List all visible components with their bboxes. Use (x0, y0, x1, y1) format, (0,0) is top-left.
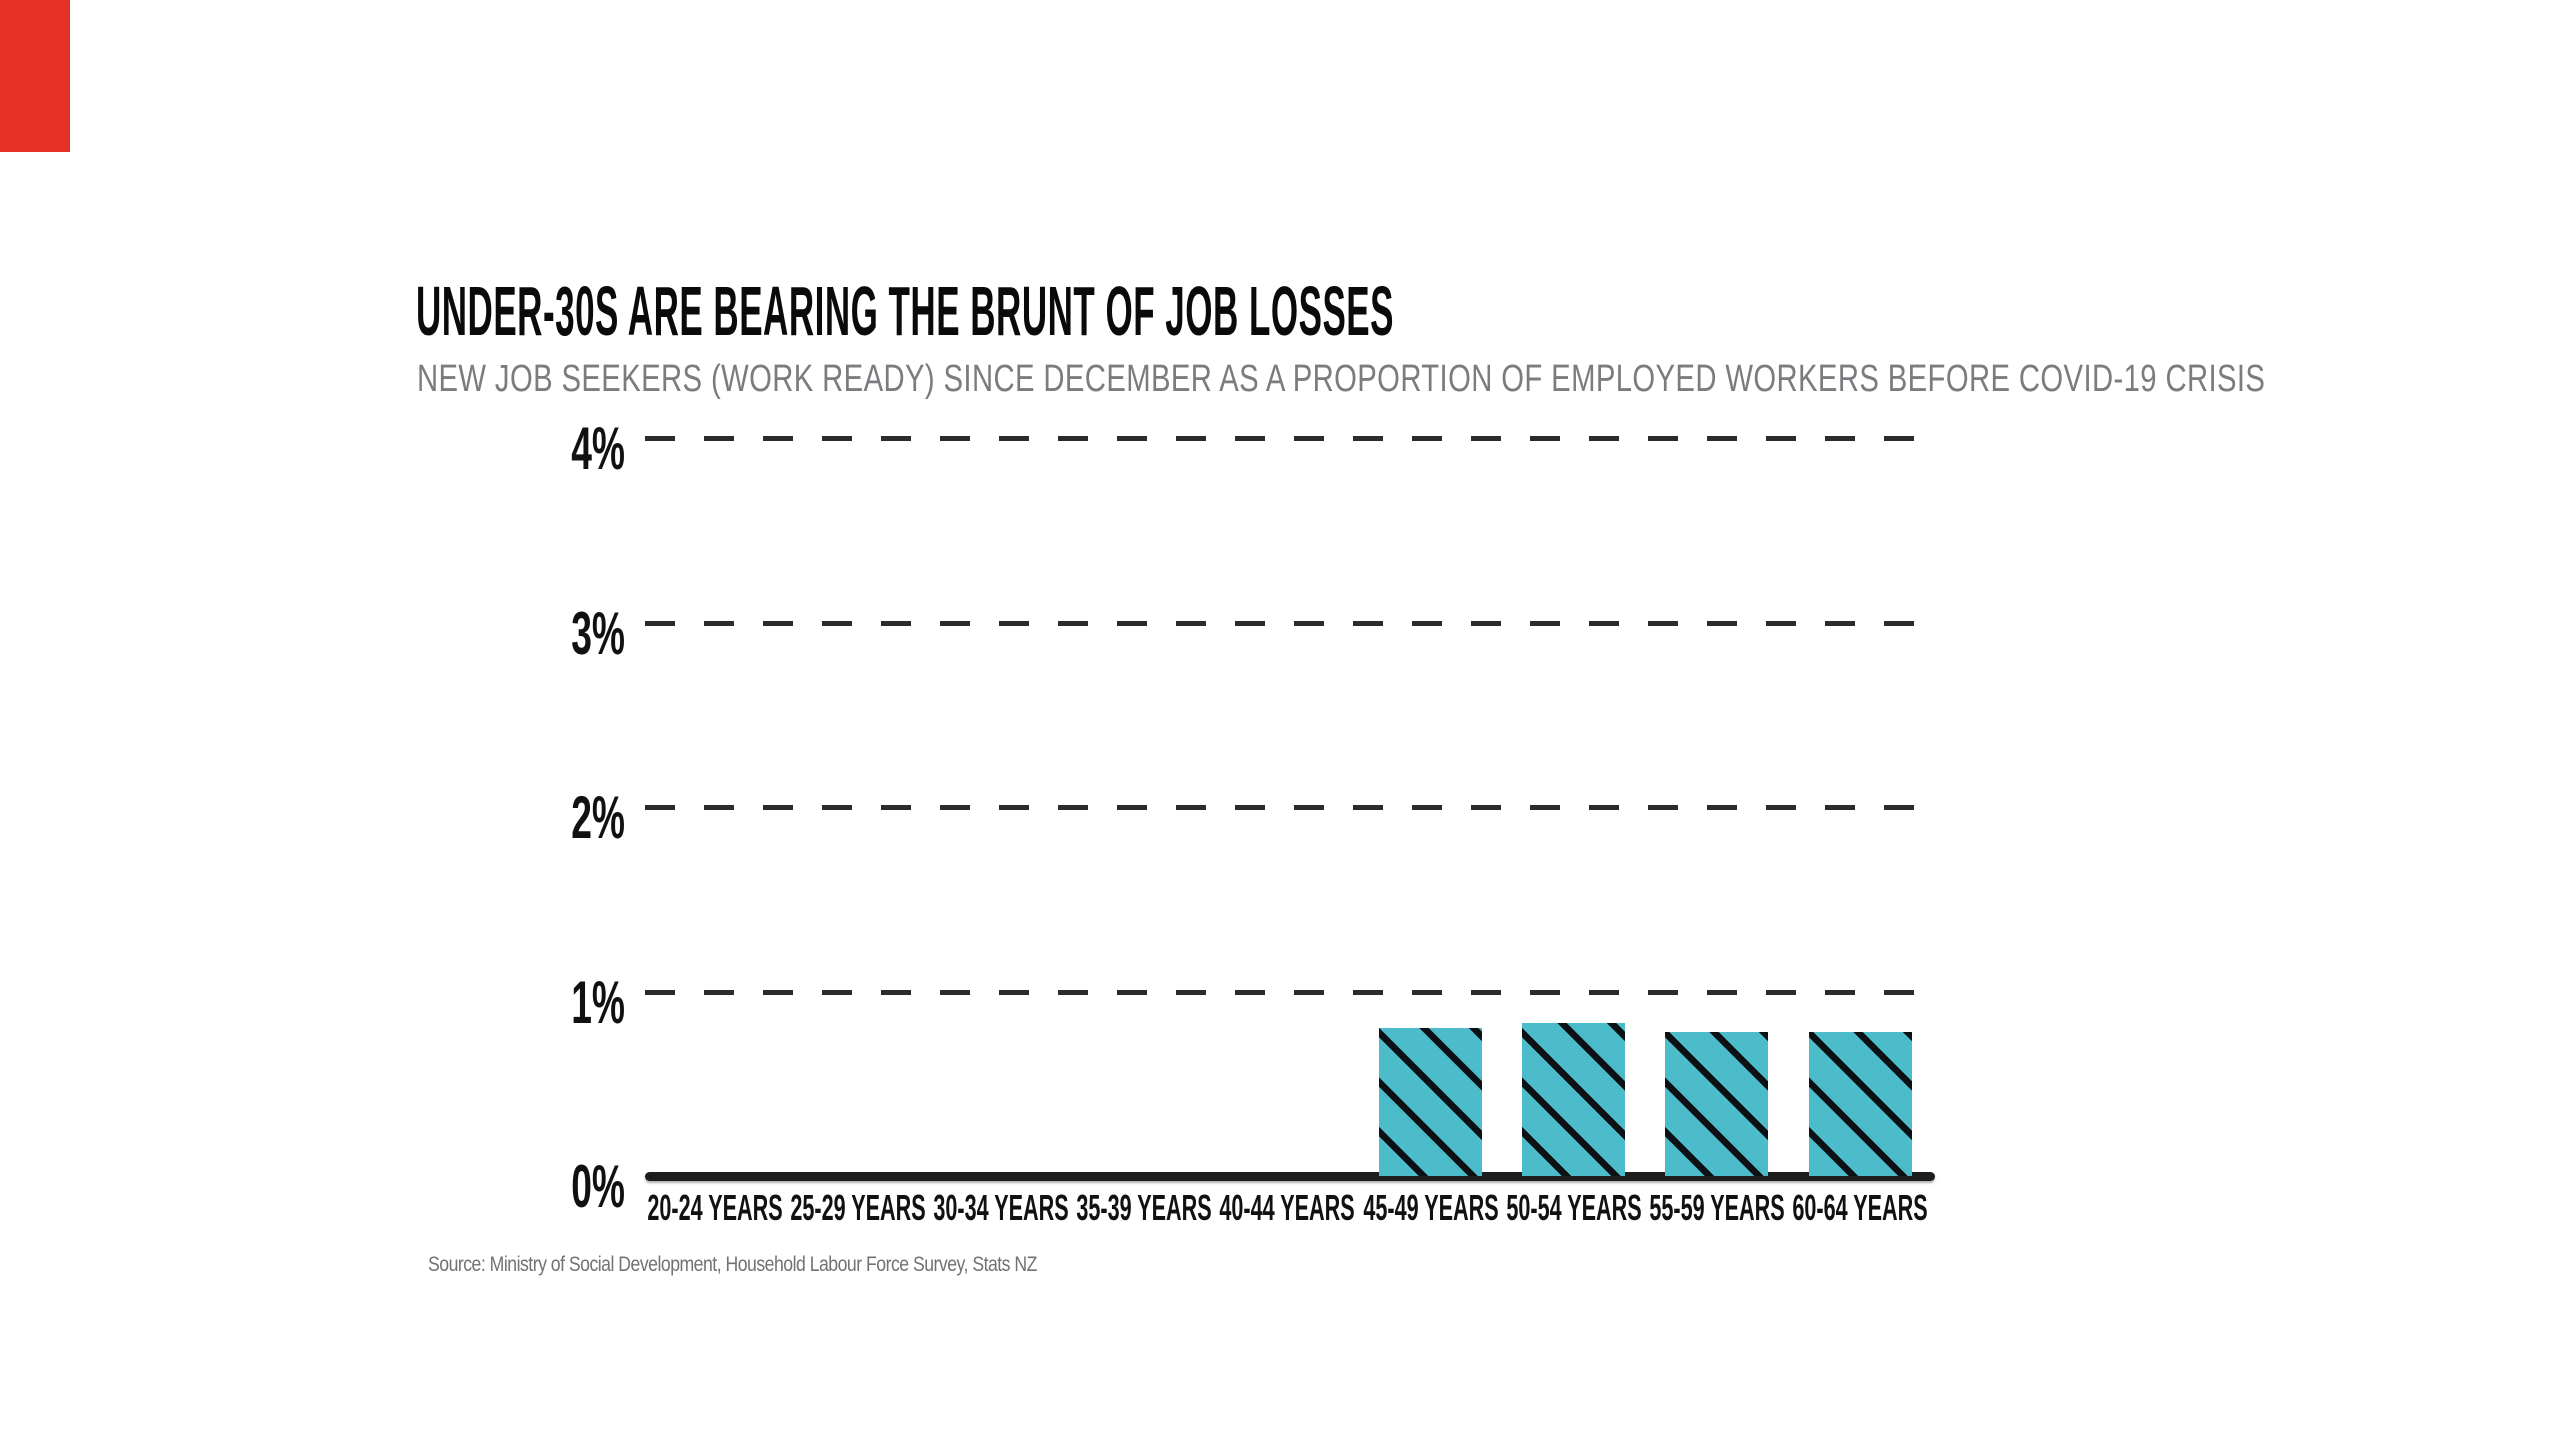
x-tick-label: 35-39 YEARS (1076, 1187, 1212, 1228)
y-tick-label: 2% (571, 784, 625, 851)
gridline-4% (645, 436, 1933, 441)
y-tick-label: 4% (571, 415, 625, 482)
gridline-3% (645, 620, 1933, 626)
x-tick-label: 40-44 YEARS (1219, 1187, 1355, 1228)
bar-60-64-years (1808, 1032, 1912, 1176)
y-tick-label: 3% (571, 599, 625, 667)
x-tick-label: 25-29 YEARS (790, 1187, 926, 1228)
source-note: Source: Ministry of Social Development, … (428, 1253, 1037, 1276)
x-tick-label: 45-49 YEARS (1362, 1187, 1499, 1228)
x-axis-line (645, 1172, 1935, 1181)
gridline-1% (645, 989, 1933, 995)
x-tick-label: 50-54 YEARS (1506, 1187, 1642, 1228)
y-tick-label: 0% (571, 1153, 625, 1220)
x-tick-label: 60-64 YEARS (1792, 1187, 1928, 1228)
chart-title: UNDER-30S ARE BEARING THE BRUNT OF JOB L… (416, 272, 1394, 350)
bar-45-49-years (1379, 1028, 1482, 1176)
x-tick-label: 55-59 YEARS (1649, 1187, 1785, 1228)
bar-55-59-years (1665, 1032, 1769, 1176)
red-corner-mark (0, 0, 70, 152)
x-tick-label: 20-24 YEARS (646, 1187, 783, 1228)
gridline-2% (645, 805, 1933, 810)
chart-subtitle: NEW JOB SEEKERS (WORK READY) SINCE DECEM… (417, 358, 2266, 400)
bar-50-54-years (1522, 1023, 1626, 1176)
x-tick-label: 30-34 YEARS (933, 1187, 1069, 1228)
y-tick-label: 1% (571, 968, 625, 1036)
